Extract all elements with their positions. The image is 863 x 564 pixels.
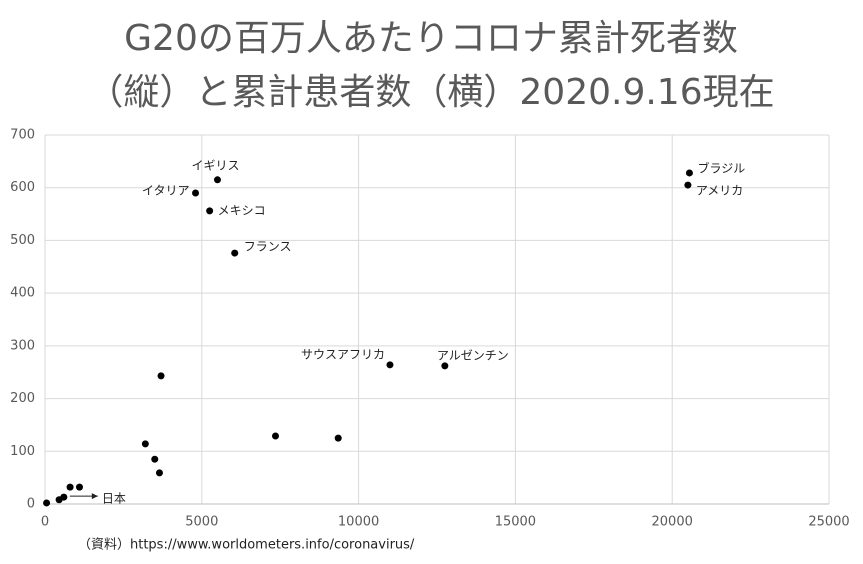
data-point <box>206 207 214 215</box>
y-tick-label: 500 <box>10 233 35 248</box>
y-tick-label: 0 <box>27 497 35 512</box>
y-tick-label: 700 <box>10 128 35 143</box>
point-label: イタリア <box>142 183 190 197</box>
x-tick-label: 15000 <box>495 515 536 530</box>
y-tick-label: 300 <box>10 338 35 353</box>
point-label: フランス <box>244 240 292 254</box>
data-point <box>151 455 159 463</box>
y-tick-label: 200 <box>10 391 35 406</box>
data-point <box>141 440 149 448</box>
data-point <box>684 181 692 189</box>
source-note: （資料）https://www.worldometers.info/corona… <box>78 538 415 553</box>
y-tick-label: 600 <box>10 180 35 195</box>
x-tick-label: 10000 <box>338 515 379 530</box>
data-point <box>55 496 63 504</box>
x-tick-label: 20000 <box>652 515 693 530</box>
data-point <box>213 176 221 184</box>
point-label: メキシコ <box>218 203 266 217</box>
label-arrow-head <box>91 493 98 500</box>
x-tick-label: 25000 <box>808 515 849 530</box>
data-point <box>685 169 693 177</box>
data-point <box>43 499 51 507</box>
data-point <box>192 189 200 197</box>
data-point <box>441 362 449 370</box>
data-point <box>271 432 279 440</box>
x-tick-label: 5000 <box>185 515 218 530</box>
point-label: アメリカ <box>696 184 743 198</box>
data-point <box>75 483 83 491</box>
point-label: アルゼンチン <box>437 348 509 362</box>
data-point <box>231 249 239 257</box>
y-tick-label: 100 <box>10 444 35 459</box>
y-tick-label: 400 <box>10 286 35 301</box>
point-label: イギリス <box>191 158 239 172</box>
data-point <box>334 434 342 442</box>
chart-title: （縦）と累計患者数（横）2020.9.16現在 <box>87 72 774 113</box>
data-point <box>155 469 163 477</box>
x-tick-label: 0 <box>41 515 49 530</box>
data-point <box>386 361 394 369</box>
point-label: サウスアフリカ <box>301 347 385 361</box>
data-point <box>66 483 74 491</box>
point-label: 日本 <box>102 492 126 506</box>
chart-title: G20の百万人あたりコロナ累計死者数 <box>124 18 738 59</box>
point-label: ブラジル <box>697 160 745 175</box>
data-point <box>157 372 165 380</box>
